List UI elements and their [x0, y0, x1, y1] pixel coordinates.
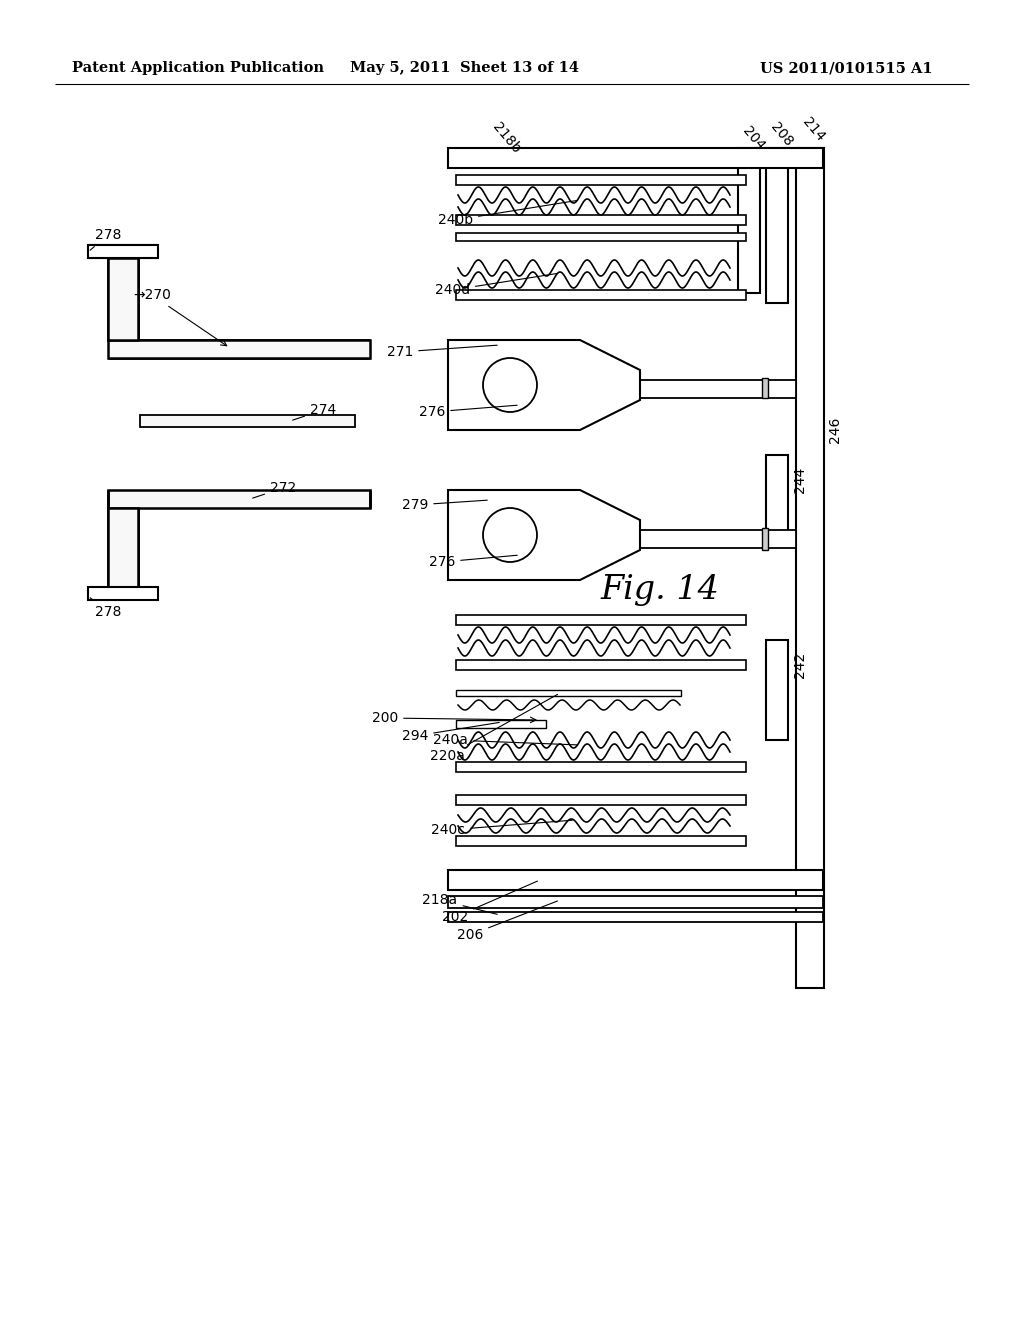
Text: 200: 200 [372, 711, 536, 725]
Bar [762, 378, 768, 399]
Bar [762, 528, 768, 550]
Text: 240b: 240b [438, 201, 578, 227]
Bar [456, 795, 746, 805]
Bar [640, 531, 796, 548]
Text: 274: 274 [293, 403, 336, 420]
Text: 272: 272 [253, 480, 296, 498]
Text: 204: 204 [740, 124, 768, 153]
Bar [456, 719, 546, 729]
Bar [108, 508, 138, 590]
Text: 276: 276 [429, 554, 517, 569]
Text: 279: 279 [401, 498, 487, 512]
Text: 276: 276 [419, 405, 517, 418]
Bar [456, 215, 746, 224]
Circle shape [483, 508, 537, 562]
Bar [140, 414, 355, 426]
Bar [738, 148, 760, 293]
Bar [456, 176, 746, 185]
Bar [456, 234, 746, 242]
Bar [108, 341, 370, 358]
Bar [449, 148, 823, 168]
Bar [88, 246, 158, 257]
Text: 218b: 218b [490, 120, 523, 156]
Bar [88, 587, 158, 601]
Bar [456, 615, 746, 624]
Bar [456, 660, 746, 671]
Bar [108, 490, 370, 508]
Text: 242: 242 [793, 652, 807, 678]
Polygon shape [449, 341, 640, 430]
Polygon shape [449, 490, 640, 579]
Bar [796, 148, 824, 987]
Text: 278: 278 [90, 598, 121, 619]
Text: 271: 271 [387, 345, 498, 359]
Text: Patent Application Publication: Patent Application Publication [72, 61, 324, 75]
Text: 246: 246 [828, 417, 842, 444]
Text: →270: →270 [133, 288, 226, 346]
Text: 206: 206 [457, 902, 557, 942]
Bar [449, 896, 823, 908]
Text: Fig. 14: Fig. 14 [600, 574, 720, 606]
Text: 202: 202 [442, 882, 538, 924]
Text: May 5, 2011: May 5, 2011 [350, 61, 451, 75]
Bar [108, 257, 138, 341]
Text: 208: 208 [768, 120, 796, 149]
Text: 244: 244 [793, 467, 807, 494]
Bar [766, 640, 788, 741]
Text: 220a: 220a [430, 694, 558, 763]
Text: 240d: 240d [435, 273, 557, 297]
Text: 218a: 218a [423, 894, 498, 915]
Text: 214: 214 [800, 115, 827, 145]
Bar [449, 912, 823, 921]
Circle shape [483, 358, 537, 412]
Bar [456, 762, 746, 772]
Bar [449, 870, 823, 890]
Bar [766, 455, 788, 537]
Text: Sheet 13 of 14: Sheet 13 of 14 [461, 61, 580, 75]
Text: 294: 294 [401, 722, 500, 743]
Bar [766, 148, 788, 304]
Text: US 2011/0101515 A1: US 2011/0101515 A1 [760, 61, 933, 75]
Bar [456, 690, 681, 696]
Bar [640, 380, 796, 399]
Bar [456, 836, 746, 846]
Bar [456, 290, 746, 300]
Text: 240c: 240c [431, 820, 572, 837]
Text: 240a: 240a [433, 733, 578, 747]
Text: 278: 278 [90, 228, 121, 251]
